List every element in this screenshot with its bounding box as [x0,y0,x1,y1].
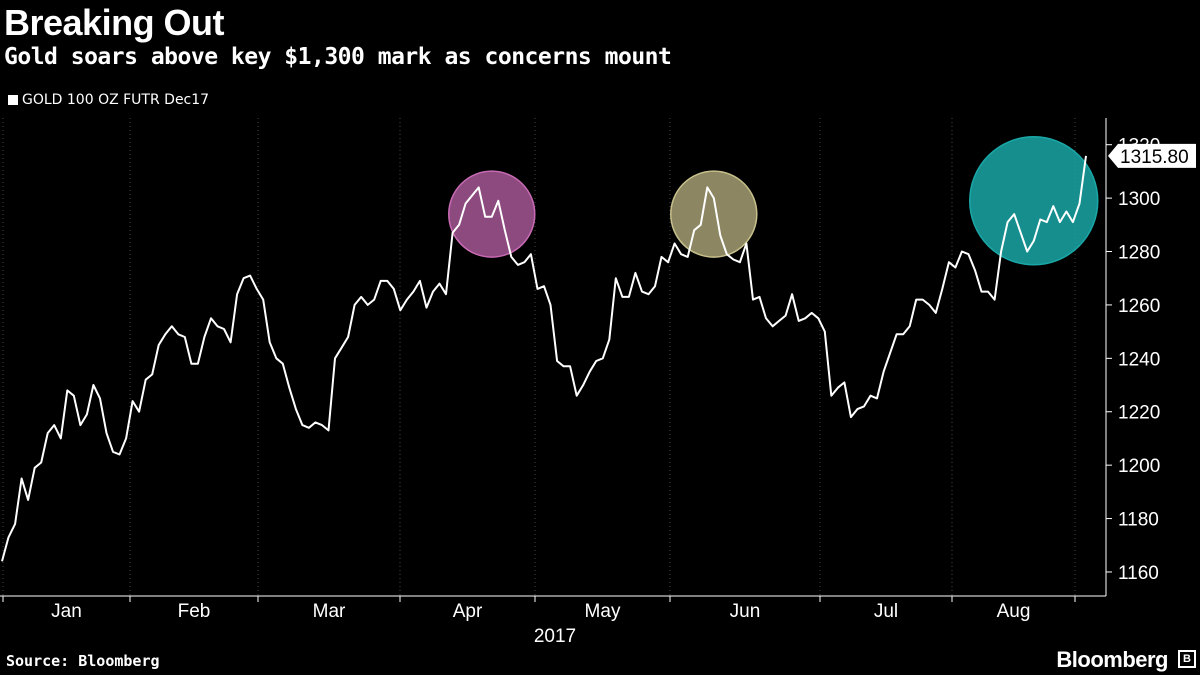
y-tick-label: 1160 [1118,563,1159,584]
highlight-circle-april-peak [448,170,536,258]
x-tick-label: May [585,601,621,622]
price-line [1,155,1087,562]
x-axis-label: 2017 [534,626,576,647]
x-tick-label: Mar [313,601,346,622]
x-tick-label: Jul [874,601,898,622]
highlight-circle-august-breakout [969,136,1099,266]
y-tick-label: 1200 [1118,456,1160,477]
x-tick-label: Apr [453,601,483,622]
y-tick-label: 1240 [1118,349,1160,370]
legend: GOLD 100 OZ FUTR Dec17 [8,92,209,108]
brand-logo: Bloomberg [1056,647,1168,672]
legend-swatch [8,95,18,105]
chart-title: Breaking Out [4,2,225,43]
chart-subtitle: Gold soars above key $1,300 mark as conc… [4,44,672,70]
y-tick-label: 1280 [1118,243,1160,264]
last-value-marker [1108,143,1196,168]
y-tick-label: 1260 [1118,296,1160,317]
x-tick-label: Aug [997,601,1031,622]
source-note: Source: Bloomberg [6,652,160,670]
bloomberg-terminal-icon: B [1178,650,1196,668]
y-tick-label: 1180 [1118,510,1159,531]
highlight-circle-june-peak [670,170,758,258]
x-tick-label: Feb [178,601,211,622]
last-value-label: 1315.80 [1120,147,1189,168]
y-tick-label: 1300 [1118,189,1160,210]
y-tick-label: 1220 [1118,403,1160,424]
x-tick-label: Jun [730,601,761,622]
x-tick-label: Jan [51,601,82,622]
legend-label: GOLD 100 OZ FUTR Dec17 [22,92,210,108]
